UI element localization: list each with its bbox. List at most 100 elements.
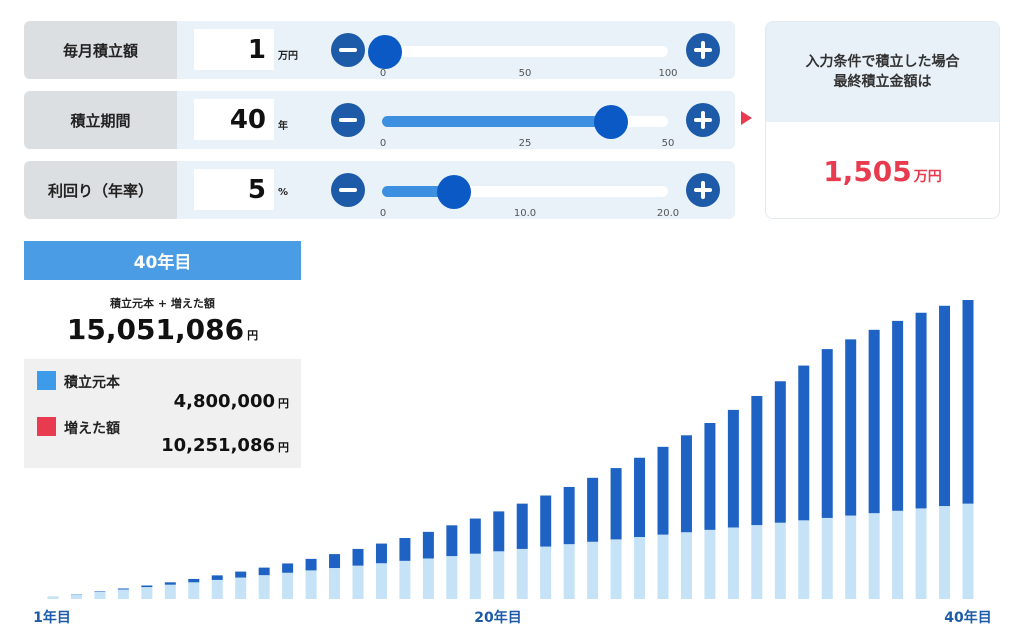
bar-gain [587, 477, 599, 542]
bar-principal [587, 541, 599, 599]
bar-gain [235, 571, 247, 578]
bar-gain [422, 531, 434, 559]
bar-gain [305, 558, 317, 571]
slider-thumb[interactable] [367, 35, 402, 69]
bar-principal [868, 513, 880, 599]
gain-legend-label: 増えた額 [64, 421, 120, 437]
result-header: 入力条件で積立した場合 最終積立金額は [766, 22, 999, 122]
yield-unit: % [278, 187, 289, 198]
bar-gain [634, 457, 646, 538]
yield-minus-button[interactable] [331, 173, 365, 207]
slider-tick: 10.0 [513, 208, 537, 219]
bar-gain [399, 538, 411, 561]
result-unit: 万円 [913, 169, 942, 185]
period-plus-button[interactable] [686, 103, 720, 137]
bar-gain [540, 495, 552, 547]
bar-gain [915, 312, 927, 509]
bar-principal [141, 587, 153, 599]
x-label-last: 40年目 [944, 610, 992, 626]
monthly-amount-label: 毎月積立額 [24, 21, 177, 79]
x-label-first: 1年目 [33, 610, 71, 626]
yield-input[interactable]: 5 [194, 169, 274, 210]
bar-gain [657, 446, 669, 535]
bar-gain [868, 329, 880, 514]
bar-principal [845, 515, 857, 599]
bar-principal [563, 544, 575, 599]
slider-tick: 50 [518, 68, 532, 79]
yen-unit: 円 [278, 397, 289, 410]
bar-principal [352, 565, 364, 599]
bar-principal [70, 594, 82, 599]
bar-gain [798, 365, 810, 521]
bar-principal [821, 517, 833, 599]
slider-tick: 0 [379, 208, 387, 219]
arrow-right-icon [741, 111, 752, 125]
bar-principal [422, 558, 434, 599]
bar-gain [141, 585, 153, 588]
bar-principal [680, 532, 692, 599]
result-card: 入力条件で積立した場合 最終積立金額は 1,505 万円 [765, 21, 1000, 219]
slider-fill [382, 186, 454, 197]
result-body: 1,505 万円 [766, 122, 999, 218]
yield-label: 利回り（年率） [24, 161, 177, 219]
bar-gain [892, 320, 904, 511]
bar-gain [727, 409, 739, 528]
gain-value-line: 10,251,086 円 [161, 435, 289, 456]
bar-gain [446, 525, 458, 557]
principal-legend-label: 積立元本 [64, 375, 120, 391]
yen-unit: 円 [278, 441, 289, 454]
bar-principal [235, 577, 247, 599]
monthly-amount-input[interactable]: 1 [194, 29, 274, 70]
monthly-amount-unit: 万円 [278, 51, 298, 62]
bar-principal [634, 537, 646, 599]
summary-total-value: 15,051,086 [66, 313, 245, 346]
bar-gain [774, 381, 786, 523]
bar-gain [469, 518, 481, 554]
bar-principal [399, 560, 411, 599]
yield-slider[interactable] [382, 175, 668, 209]
bar-principal [188, 582, 200, 599]
summary-total-value-line: 15,051,086 円 [24, 313, 301, 346]
bar-gain [845, 339, 857, 516]
period-row: 積立期間 40 年 0 25 50 [24, 91, 735, 149]
bar-principal [892, 510, 904, 599]
bar-principal [282, 572, 294, 599]
bar-gain [352, 548, 364, 566]
bar-gain [939, 305, 951, 507]
bar-gain [94, 591, 106, 592]
bar-gain [751, 395, 763, 526]
slider-thumb[interactable] [436, 175, 471, 209]
principal-value: 4,800,000 [173, 391, 275, 412]
bar-principal [164, 584, 176, 599]
monthly-amount-plus-button[interactable] [686, 33, 720, 67]
monthly-amount-slider[interactable] [367, 35, 668, 69]
monthly-amount-minus-button[interactable] [331, 33, 365, 67]
bar-gain [610, 468, 622, 540]
summary-panel: 40年目 積立元本 + 増えた額 15,051,086 円 積立元本 4,800,… [24, 241, 301, 468]
bar-principal [329, 568, 341, 599]
gain-value: 10,251,086 [161, 435, 275, 456]
bar-principal [915, 508, 927, 599]
bar-principal [704, 529, 716, 599]
bar-principal [211, 579, 223, 599]
bar-gain [117, 588, 129, 590]
bar-gain [680, 435, 692, 533]
bar-gain [563, 486, 575, 545]
period-label: 積立期間 [24, 91, 177, 149]
period-minus-button[interactable] [331, 103, 365, 137]
bar-gain [821, 349, 833, 518]
summary-total-label: 積立元本 + 増えた額 [110, 297, 215, 310]
bar-principal [305, 570, 317, 599]
result-caption-line2: 最終積立金額は [833, 74, 932, 90]
yield-plus-button[interactable] [686, 173, 720, 207]
bar-principal [117, 589, 129, 599]
period-slider[interactable] [382, 105, 668, 139]
bar-gain [188, 578, 200, 583]
bar-principal [798, 520, 810, 599]
period-input[interactable]: 40 [194, 99, 274, 140]
slider-thumb[interactable] [593, 105, 628, 139]
summary-year: 40年目 [24, 241, 301, 280]
bar-gain [164, 582, 176, 585]
bar-principal [47, 596, 59, 599]
